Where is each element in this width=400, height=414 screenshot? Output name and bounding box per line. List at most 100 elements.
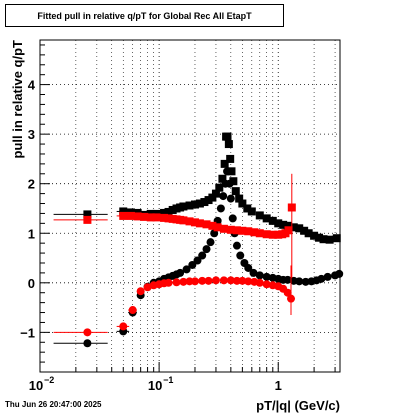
data-point-square (315, 233, 324, 242)
data-point-circle (83, 328, 92, 337)
data-point-square (164, 207, 173, 216)
data-point-square (126, 211, 135, 220)
data-point-square (140, 212, 149, 221)
data-point-circle (206, 238, 215, 247)
data-point-square (232, 226, 241, 235)
data-point-square (268, 216, 277, 225)
y-tick-label: 4 (28, 78, 36, 93)
data-point-square (295, 224, 304, 233)
data-point-square (179, 216, 188, 225)
data-point-square (255, 229, 264, 238)
data-point-square (223, 132, 232, 141)
y-tick-label: 1 (28, 226, 35, 241)
data-point-circle (262, 280, 271, 289)
y-axis-label: pull in relative q/pT (10, 40, 25, 159)
series-0 (53, 132, 341, 244)
data-point-circle (228, 214, 237, 223)
tick-layer (39, 44, 336, 373)
data-point-square (119, 211, 128, 220)
data-point-square (279, 220, 288, 229)
x-axis-label: pT/|q| (GeV/c) (256, 398, 340, 413)
data-point-circle (219, 276, 228, 285)
data-point-square (202, 220, 211, 229)
data-point-square (244, 227, 253, 236)
chart-title: Fitted pull in relative q/pT for Global … (37, 10, 252, 21)
data-point-square (164, 214, 173, 223)
data-point-circle (204, 276, 213, 285)
data-point-square (231, 187, 240, 196)
data-point-circle (193, 256, 202, 265)
data-point-circle (262, 272, 271, 281)
data-point-square (255, 211, 264, 220)
data-point-square (229, 177, 238, 186)
data-point-circle (238, 276, 247, 285)
data-point-circle (335, 269, 344, 278)
x-tick-label-exponent: −2 (44, 375, 54, 385)
data-point-circle (216, 204, 225, 213)
data-point-square (152, 213, 161, 222)
data-point-circle (172, 278, 181, 287)
data-point-square (220, 159, 229, 168)
y-tick-label: 3 (28, 127, 35, 142)
data-point-square (235, 194, 244, 203)
data-point-circle (119, 322, 128, 331)
data-point-circle (226, 194, 235, 203)
data-point-circle (179, 277, 188, 286)
x-tick-label: 10 (148, 378, 162, 393)
y-tick-label: −1 (20, 325, 35, 340)
data-point-square (262, 214, 271, 223)
data-point-square (289, 223, 298, 232)
data-point-circle (225, 179, 234, 188)
data-point-circle (182, 265, 191, 274)
x-tick-label: 1 (275, 378, 282, 393)
data-point-circle (143, 283, 152, 292)
data-point-square (219, 224, 228, 233)
data-point-square (250, 228, 259, 237)
data-point-square (119, 207, 128, 216)
x-tick-label: 10 (29, 378, 43, 393)
data-point-square (262, 230, 271, 239)
data-point-square (195, 219, 204, 228)
data-point-circle (295, 277, 304, 286)
data-point-circle (128, 306, 137, 315)
data-point-circle (301, 277, 310, 286)
data-point-circle (283, 275, 292, 284)
timestamp: Thu Jun 26 20:47:00 2025 (5, 400, 102, 409)
data-point-square (185, 217, 194, 226)
data-point-square (238, 226, 247, 235)
data-point-square (218, 174, 227, 183)
data-point-square (243, 204, 252, 213)
chart-title-box: Fitted pull in relative q/pT for Global … (5, 4, 284, 27)
data-point-circle (244, 277, 253, 286)
data-point-square (133, 212, 142, 221)
data-point-circle (219, 192, 228, 201)
data-point-square (304, 229, 313, 238)
data-point-circle (236, 251, 245, 260)
data-point-square (185, 201, 194, 210)
y-tick-label: 0 (28, 276, 35, 291)
data-point-square (224, 140, 233, 149)
data-point-square (215, 183, 224, 192)
data-point-square (310, 231, 319, 240)
data-point-square (226, 225, 235, 234)
data-point-square (284, 226, 293, 235)
data-point-circle (211, 276, 220, 285)
data-point-circle (190, 277, 199, 286)
data-point-circle (83, 339, 92, 348)
data-point-square (274, 219, 283, 228)
data-point-square (83, 210, 92, 219)
data-point-circle (244, 263, 253, 272)
data-point-square (200, 198, 209, 207)
data-point-square (83, 215, 92, 224)
data-point-square (283, 221, 292, 230)
data-point-square (247, 207, 256, 216)
data-point-square (190, 200, 199, 209)
data-point-circle (202, 245, 211, 254)
data-point-circle (224, 167, 233, 176)
data-point-square (300, 226, 309, 235)
data-point-circle (176, 268, 185, 277)
grid-layer (39, 40, 340, 372)
data-point-circle (232, 241, 241, 250)
data-point-circle (255, 271, 264, 280)
